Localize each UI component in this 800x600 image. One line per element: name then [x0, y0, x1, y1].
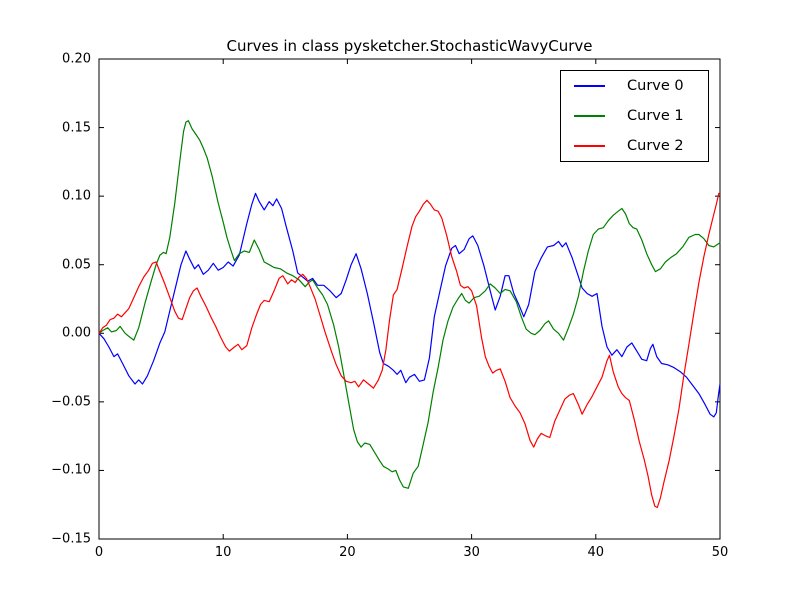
curve-0 — [98, 192, 721, 418]
legend-line-sample — [574, 85, 605, 87]
x-tick-label: 30 — [463, 545, 480, 560]
axes-frame — [98, 58, 721, 540]
y-tick-label: 0.10 — [62, 188, 91, 204]
legend-label: Curve 2 — [627, 138, 684, 154]
legend: Curve 0 Curve 1 Curve 2 — [560, 70, 709, 162]
legend-line-sample — [574, 145, 605, 147]
legend-line-sample — [574, 115, 605, 117]
legend-entry: Curve 0 — [561, 71, 708, 101]
legend-label: Curve 1 — [627, 108, 684, 124]
legend-entry: Curve 2 — [561, 131, 708, 161]
y-tick-label: −0.15 — [51, 531, 91, 547]
y-tick-label: 0.20 — [62, 51, 91, 67]
x-tick-label: 0 — [94, 545, 104, 560]
legend-entry: Curve 1 — [561, 101, 708, 131]
chart-title: Curves in class pysketcher.StochasticWav… — [226, 37, 593, 55]
y-tick-label: 0.00 — [62, 325, 91, 341]
x-tick-label: 40 — [587, 545, 605, 560]
y-tick-label: −0.05 — [51, 394, 91, 410]
y-tick-label: 0.05 — [62, 257, 91, 273]
y-tick-label: −0.10 — [51, 462, 91, 478]
legend-label: Curve 0 — [627, 78, 684, 94]
x-tick-label: 10 — [214, 545, 232, 560]
x-tick-label: 50 — [711, 545, 729, 560]
y-tick-label: 0.15 — [62, 120, 91, 136]
x-tick-label: 20 — [339, 545, 356, 560]
curve-1 — [98, 120, 721, 489]
curve-2 — [98, 192, 720, 509]
